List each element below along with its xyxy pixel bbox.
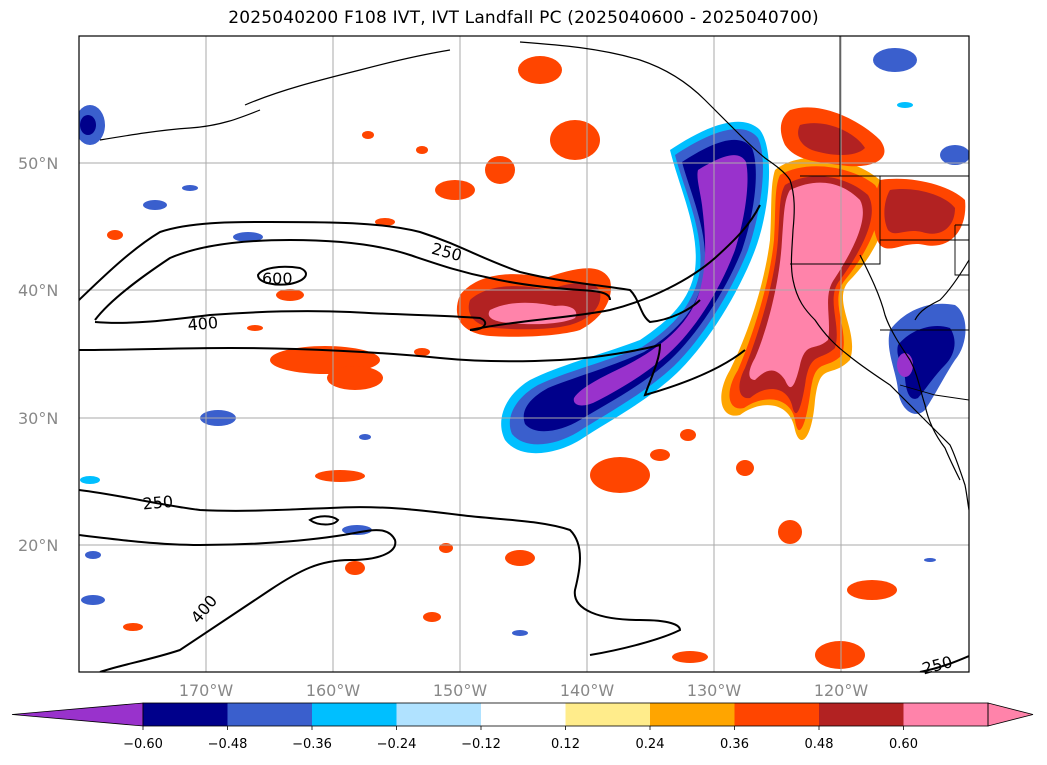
- lon-label-150w: 150°W: [433, 681, 488, 700]
- lat-label-40n: 40°N: [18, 281, 58, 300]
- lon-label-120w: 120°W: [814, 681, 869, 700]
- colorbar-tick-label: 0.48: [805, 737, 834, 752]
- colorbar-tick-label: −0.48: [208, 737, 248, 752]
- contour-label-250-south: 250: [142, 492, 174, 514]
- coastlines: [99, 41, 969, 511]
- negative-ivt-region-river: [501, 121, 770, 454]
- colorbar-tick-label: −0.36: [292, 737, 332, 752]
- colorbar-segment: [143, 703, 228, 726]
- colorbar-segment: [565, 703, 651, 726]
- lon-label-130w: 130°W: [687, 681, 742, 700]
- colorbar-segment: [227, 703, 313, 726]
- colorbar-tick-label: 0.12: [551, 737, 580, 752]
- lon-label-170w: 170°W: [179, 681, 234, 700]
- colorbar-tick-label: −0.12: [461, 737, 501, 752]
- contour-400-north: [94, 238, 611, 321]
- political-borders: [790, 36, 969, 401]
- contour-250-south: [79, 489, 682, 656]
- colorbar: −0.60 −0.48 −0.36 −0.24 −0.12 0.12 0.24 0.36 0.4…: [11, 702, 1034, 752]
- contour-label-600: 600: [262, 269, 293, 288]
- contour-island: [308, 515, 340, 526]
- colorbar-segment: [481, 703, 566, 726]
- lon-label-140w: 140°W: [560, 681, 615, 700]
- colorbar-segment: [819, 703, 904, 726]
- contour-400-inner: [94, 310, 487, 331]
- positive-ivt-scattered-cells: [107, 56, 897, 669]
- positive-ivt-region-coast: [721, 107, 966, 440]
- colorbar-tick-label: 0.36: [720, 737, 749, 752]
- negative-ivt-region-southwest: [888, 303, 966, 414]
- colorbar-tick-label: −0.60: [123, 737, 163, 752]
- contour-600: [256, 265, 307, 286]
- map-frame: [78, 35, 970, 673]
- lat-label-50n: 50°N: [18, 154, 58, 173]
- colorbar-tick-label: 0.60: [889, 737, 918, 752]
- map-title: 2025040200 F108 IVT, IVT Landfall PC (20…: [228, 8, 819, 28]
- negative-ivt-scattered-cells: [79, 48, 969, 636]
- colorbar-extend-min: [11, 702, 144, 727]
- colorbar-segment: [396, 703, 482, 726]
- colorbar-tick-label: −0.24: [377, 737, 417, 752]
- ivt-contours: [79, 204, 969, 672]
- contour-400-south: [79, 529, 397, 672]
- colorbar-segment: [734, 703, 820, 726]
- contour-label-400-north: 400: [187, 313, 219, 335]
- colorbar-segment: [650, 703, 735, 726]
- colorbar-tick-label: 0.24: [636, 737, 665, 752]
- lon-label-160w: 160°W: [306, 681, 361, 700]
- positive-ivt-region-central: [456, 268, 611, 337]
- contour-250-mid: [79, 343, 746, 397]
- colorbar-segment: [903, 703, 989, 726]
- colorbar-extend-max: [987, 702, 1034, 727]
- colorbar-segment: [312, 703, 397, 726]
- contour-jet-axis: [469, 204, 761, 331]
- lat-label-30n: 30°N: [18, 409, 58, 428]
- contour-250-north: [79, 221, 701, 324]
- contour-250-bottom-right: [919, 655, 969, 672]
- lat-label-20n: 20°N: [18, 536, 58, 555]
